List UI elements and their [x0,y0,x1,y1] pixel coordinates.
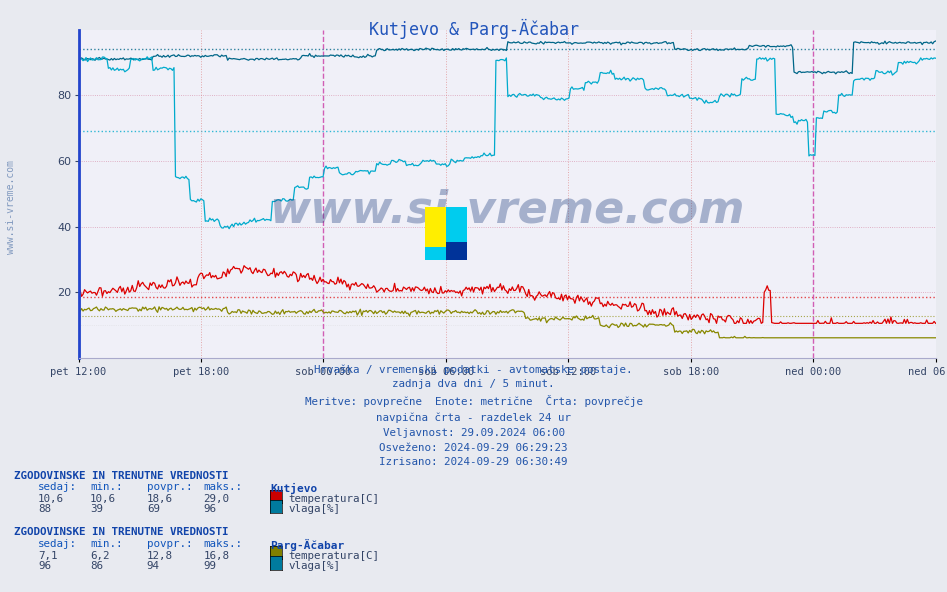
Text: temperatura[C]: temperatura[C] [289,551,380,561]
Text: 12,8: 12,8 [147,551,172,561]
Text: Parg-Äčabar: Parg-Äčabar [270,539,344,551]
Text: maks.:: maks.: [204,539,242,549]
Text: 86: 86 [90,561,103,571]
Bar [446,207,467,242]
Text: sedaj:: sedaj: [38,539,77,549]
Text: www.si-vreme.com: www.si-vreme.com [7,160,16,254]
Text: 18,6: 18,6 [147,494,172,504]
Text: 6,2: 6,2 [90,551,110,561]
Text: 96: 96 [38,561,51,571]
Text: ZGODOVINSKE IN TRENUTNE VREDNOSTI: ZGODOVINSKE IN TRENUTNE VREDNOSTI [14,471,229,481]
Text: sedaj:: sedaj: [38,482,77,493]
Text: povpr.:: povpr.: [147,482,192,493]
Text: ZGODOVINSKE IN TRENUTNE VREDNOSTI: ZGODOVINSKE IN TRENUTNE VREDNOSTI [14,527,229,537]
Text: 99: 99 [204,561,217,571]
Text: 69: 69 [147,504,160,514]
Text: Kutjevo & Parg-Äčabar: Kutjevo & Parg-Äčabar [368,19,579,39]
Text: maks.:: maks.: [204,482,242,493]
Text: 96: 96 [204,504,217,514]
Text: min.:: min.: [90,482,122,493]
Text: 39: 39 [90,504,103,514]
Text: 16,8: 16,8 [204,551,229,561]
Text: temperatura[C]: temperatura[C] [289,494,380,504]
Text: www.si-vreme.com: www.si-vreme.com [269,189,745,232]
Text: 10,6: 10,6 [38,494,63,504]
Text: 94: 94 [147,561,160,571]
Bar [446,242,467,260]
Text: povpr.:: povpr.: [147,539,192,549]
Text: vlaga[%]: vlaga[%] [289,504,341,514]
Text: 10,6: 10,6 [90,494,116,504]
Text: 88: 88 [38,504,51,514]
Text: Hrvaška / vremenski podatki - avtomatske postaje.
zadnja dva dni / 5 minut.
Meri: Hrvaška / vremenski podatki - avtomatske… [305,364,642,467]
Text: Kutjevo: Kutjevo [270,482,317,494]
Text: vlaga[%]: vlaga[%] [289,561,341,571]
Text: 29,0: 29,0 [204,494,229,504]
Text: min.:: min.: [90,539,122,549]
Bar [425,207,446,247]
Text: 7,1: 7,1 [38,551,58,561]
Bar [425,247,446,260]
